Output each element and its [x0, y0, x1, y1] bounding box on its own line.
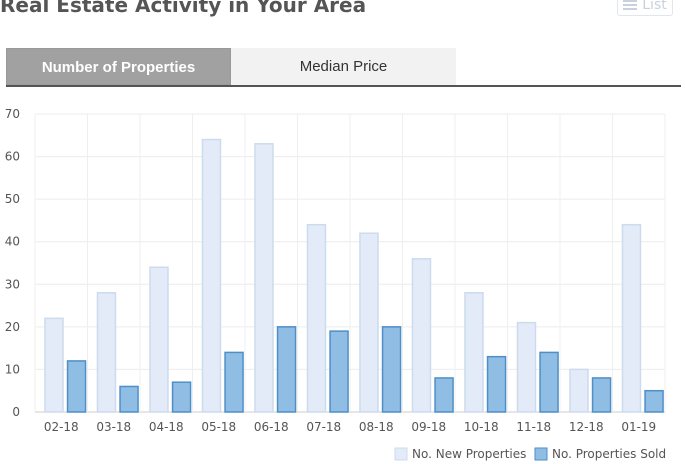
- tab-number-of-properties[interactable]: Number of Properties: [6, 48, 231, 85]
- y-tick-label: 40: [5, 235, 20, 249]
- list-icon: [623, 0, 638, 11]
- bar-new-properties: [464, 292, 484, 413]
- bar-new-properties: [96, 292, 117, 413]
- tab-median-price[interactable]: Median Price: [231, 48, 456, 85]
- y-tick-label: 0: [12, 405, 20, 419]
- list-view-button[interactable]: List: [617, 0, 673, 16]
- bar-properties-sold: [539, 351, 559, 413]
- bar-properties-sold: [224, 351, 244, 413]
- list-button-label: List: [642, 0, 667, 13]
- x-tick-label: 07-18: [306, 420, 341, 434]
- x-tick-label: 08-18: [359, 420, 394, 434]
- bar-properties-sold: [119, 385, 139, 413]
- y-tick-label: 50: [5, 192, 20, 206]
- bar-new-properties: [516, 321, 537, 413]
- x-tick-label: 12-18: [569, 420, 604, 434]
- bar-properties-sold: [434, 377, 454, 413]
- x-tick-label: 02-18: [44, 420, 79, 434]
- y-tick-label: 20: [5, 320, 20, 334]
- legend-label-new-properties: No. New Properties: [412, 447, 526, 461]
- legend-label-properties-sold: No. Properties Sold: [552, 447, 666, 461]
- x-tick-label: 11-18: [516, 420, 551, 434]
- bar-properties-sold: [644, 389, 664, 413]
- x-tick-label: 05-18: [201, 420, 236, 434]
- legend-swatch-new-properties: [394, 447, 408, 461]
- x-tick-label: 09-18: [411, 420, 446, 434]
- bar-properties-sold: [276, 326, 297, 413]
- x-tick-label: 01-19: [621, 420, 656, 434]
- bar-properties-sold: [591, 377, 612, 413]
- bar-new-properties: [411, 257, 432, 413]
- legend-swatch-properties-sold: [534, 447, 548, 461]
- x-tick-label: 10-18: [464, 420, 499, 434]
- bar-new-properties: [254, 143, 274, 413]
- bar-new-properties: [201, 138, 222, 413]
- bar-new-properties: [149, 266, 169, 413]
- page-title: Real Estate Activity in Your Area: [0, 0, 367, 17]
- bar-new-properties: [306, 223, 327, 413]
- bar-new-properties: [569, 368, 589, 413]
- x-tick-label: 06-18: [254, 420, 289, 434]
- bar-properties-sold: [381, 326, 402, 413]
- bar-properties-sold: [329, 330, 349, 413]
- bar-properties-sold: [486, 355, 507, 413]
- bar-properties-sold: [66, 360, 87, 413]
- x-tick-label: 04-18: [149, 420, 184, 434]
- bar-properties-sold: [171, 381, 192, 413]
- bar-new-properties: [44, 317, 64, 413]
- x-tick-label: 03-18: [96, 420, 131, 434]
- bar-chart: 0 10 20 30 40 50 60 70 02-18 03-18 04-18 05-18 06-18…: [5, 107, 666, 461]
- y-tick-label: 70: [5, 107, 20, 121]
- bar-new-properties: [621, 223, 642, 413]
- chart-tabs: Number of Properties Median Price: [6, 48, 681, 87]
- bar-new-properties: [359, 232, 379, 413]
- y-tick-label: 30: [5, 277, 20, 291]
- y-tick-label: 60: [5, 150, 20, 164]
- y-tick-label: 10: [5, 362, 20, 376]
